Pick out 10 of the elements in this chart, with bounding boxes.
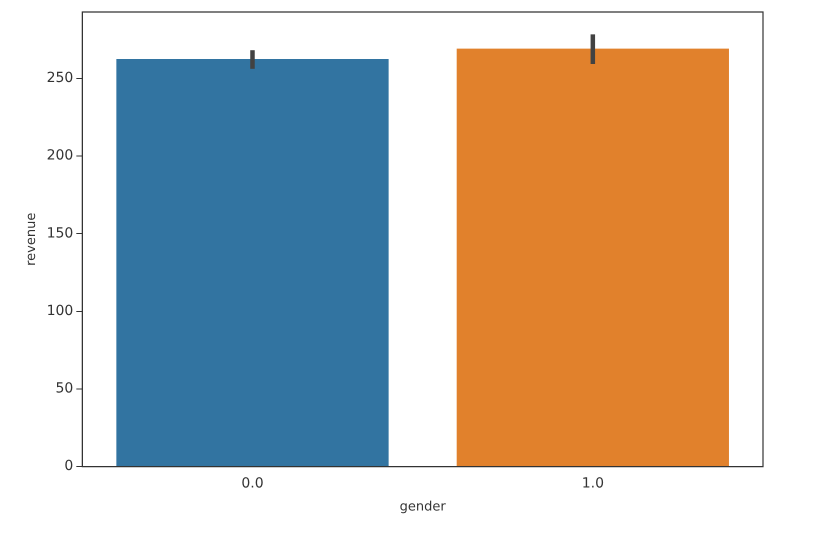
x-tick-label: 1.0 — [582, 476, 604, 492]
x-axis-title: gender — [400, 500, 446, 515]
y-tick-label: 250 — [46, 70, 74, 86]
y-axis-title: revenue — [24, 212, 40, 266]
y-tick-label: 200 — [46, 148, 74, 164]
y-tick-label: 0 — [64, 458, 74, 474]
x-tick-label: 0.0 — [241, 476, 264, 492]
y-tick-label: 100 — [46, 302, 74, 319]
y-tick-label: 50 — [55, 380, 74, 397]
y-tick-label: 150 — [46, 225, 74, 242]
